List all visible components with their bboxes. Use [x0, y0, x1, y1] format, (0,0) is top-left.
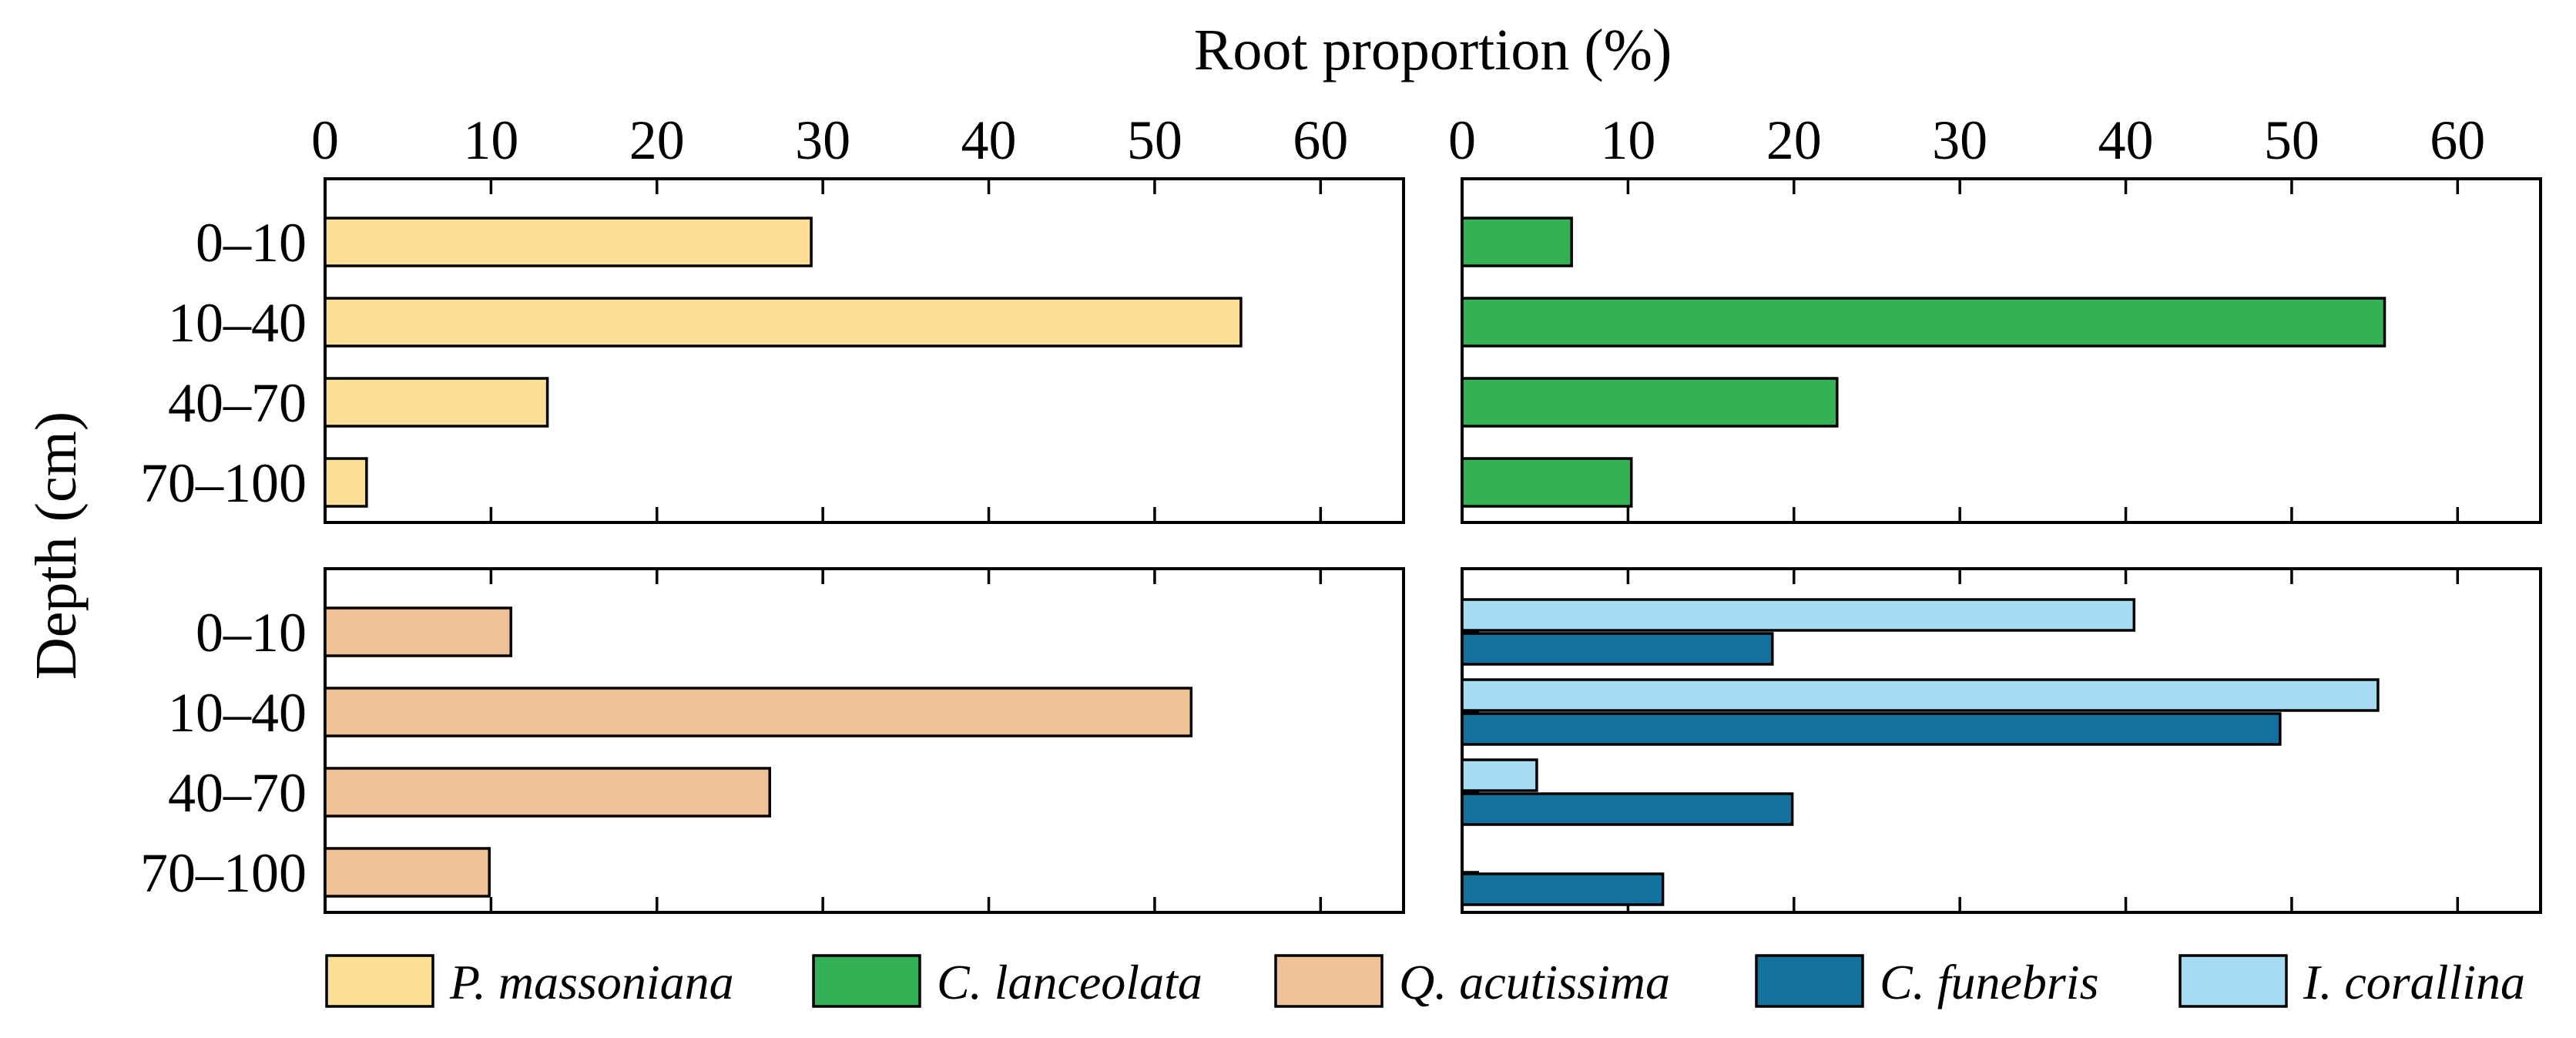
bar-q-acutissima [324, 606, 512, 657]
bar-i-corallina [1461, 598, 2136, 632]
legend-swatch [2179, 954, 2288, 1008]
panel-frame-top-right [1461, 177, 2542, 524]
bar-c-lanceolata [1461, 377, 1839, 428]
bar-i-corallina [1461, 758, 1538, 792]
bar-p-massoniana [324, 217, 813, 267]
y-category-label: 70–100 [140, 452, 307, 514]
bar-c-lanceolata [1461, 457, 1633, 508]
bar-c-funebris [1461, 792, 1794, 826]
x-tick-label: 50 [1127, 109, 1182, 171]
bar-q-acutissima [324, 687, 1193, 737]
y-category-label: 10–40 [168, 682, 307, 744]
bar-p-massoniana [324, 457, 368, 508]
bar-p-massoniana [324, 377, 549, 428]
legend-swatch [1274, 954, 1384, 1008]
y-axis-label: Depth (cm) [24, 412, 89, 680]
bar-c-funebris [1461, 712, 2282, 746]
y-category-label: 40–70 [168, 762, 307, 824]
x-tick-label: 50 [2264, 109, 2319, 171]
x-tick-label: 60 [1293, 109, 1348, 171]
legend-label: C. funebris [1880, 955, 2098, 1009]
bar-c-funebris [1461, 632, 1774, 666]
bar-i-corallina [1461, 678, 2380, 712]
legend-label: I. corallina [2303, 955, 2525, 1009]
panel-frame-top-left [324, 177, 1405, 524]
x-tick-label: 0 [1448, 109, 1476, 171]
y-category-label: 0–10 [196, 602, 307, 663]
panel-frame-bottom-left [324, 567, 1405, 914]
bar-q-acutissima [324, 767, 771, 818]
x-tick-label: 60 [2430, 109, 2485, 171]
bar-c-funebris [1461, 872, 1665, 906]
x-tick-label: 20 [1766, 109, 1822, 171]
y-category-label: 10–40 [168, 292, 307, 354]
x-tick-label: 40 [961, 109, 1017, 171]
legend-swatch [325, 954, 434, 1008]
x-tick-label: 30 [795, 109, 850, 171]
legend-label: Q. acutissima [1399, 955, 1670, 1009]
bar-c-lanceolata [1461, 297, 2386, 348]
bar-c-lanceolata [1461, 217, 1573, 267]
bar-q-acutissima [324, 847, 491, 898]
x-tick-label: 10 [463, 109, 518, 171]
x-tick-label: 40 [2098, 109, 2154, 171]
y-category-label: 0–10 [196, 212, 307, 274]
legend-label: P. massoniana [449, 955, 734, 1009]
legend-label: C. lanceolata [937, 955, 1202, 1009]
y-category-label: 70–100 [140, 842, 307, 904]
x-tick-label: 0 [311, 109, 339, 171]
y-category-label: 40–70 [168, 372, 307, 434]
x-tick-label: 10 [1600, 109, 1655, 171]
legend-swatch [1755, 954, 1864, 1008]
legend-swatch [812, 954, 921, 1008]
x-tick-label: 30 [1932, 109, 1987, 171]
chart-title: Root proportion (%) [1194, 18, 1672, 82]
x-tick-label: 20 [629, 109, 685, 171]
bar-p-massoniana [324, 297, 1243, 348]
